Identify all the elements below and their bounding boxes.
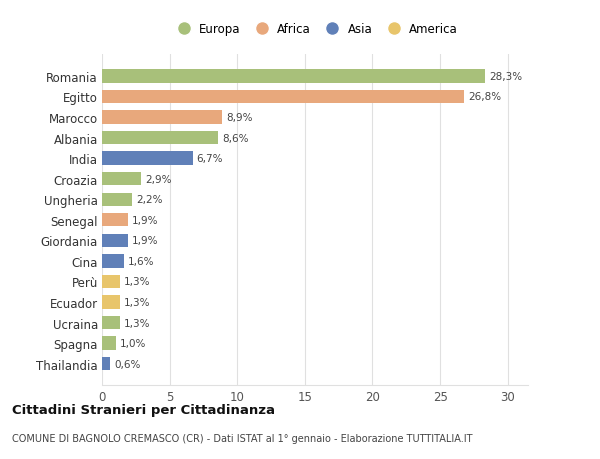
Text: 1,6%: 1,6%: [128, 256, 154, 266]
Text: 1,9%: 1,9%: [132, 215, 158, 225]
Text: 8,9%: 8,9%: [226, 113, 253, 123]
Bar: [102, 255, 124, 268]
Text: 1,0%: 1,0%: [119, 338, 146, 348]
Legend: Europa, Africa, Asia, America: Europa, Africa, Asia, America: [167, 18, 463, 40]
Text: 2,2%: 2,2%: [136, 195, 163, 205]
Text: 1,3%: 1,3%: [124, 318, 150, 328]
Bar: [102, 193, 132, 207]
Bar: [102, 316, 119, 330]
Bar: [102, 173, 141, 186]
Bar: [102, 357, 110, 370]
Text: 28,3%: 28,3%: [489, 72, 522, 82]
Text: 1,9%: 1,9%: [132, 236, 158, 246]
Bar: [102, 70, 485, 84]
Bar: [102, 275, 119, 289]
Bar: [102, 90, 464, 104]
Text: 26,8%: 26,8%: [469, 92, 502, 102]
Bar: [102, 111, 223, 124]
Bar: [102, 296, 119, 309]
Text: 6,7%: 6,7%: [197, 154, 223, 164]
Text: 1,3%: 1,3%: [124, 297, 150, 308]
Text: 0,6%: 0,6%: [114, 359, 140, 369]
Bar: [102, 152, 193, 165]
Text: 8,6%: 8,6%: [223, 133, 249, 143]
Text: 2,9%: 2,9%: [145, 174, 172, 185]
Text: 1,3%: 1,3%: [124, 277, 150, 287]
Text: Cittadini Stranieri per Cittadinanza: Cittadini Stranieri per Cittadinanza: [12, 403, 275, 416]
Text: COMUNE DI BAGNOLO CREMASCO (CR) - Dati ISTAT al 1° gennaio - Elaborazione TUTTIT: COMUNE DI BAGNOLO CREMASCO (CR) - Dati I…: [12, 433, 473, 442]
Bar: [102, 234, 128, 247]
Bar: [102, 213, 128, 227]
Bar: [102, 337, 116, 350]
Bar: [102, 132, 218, 145]
